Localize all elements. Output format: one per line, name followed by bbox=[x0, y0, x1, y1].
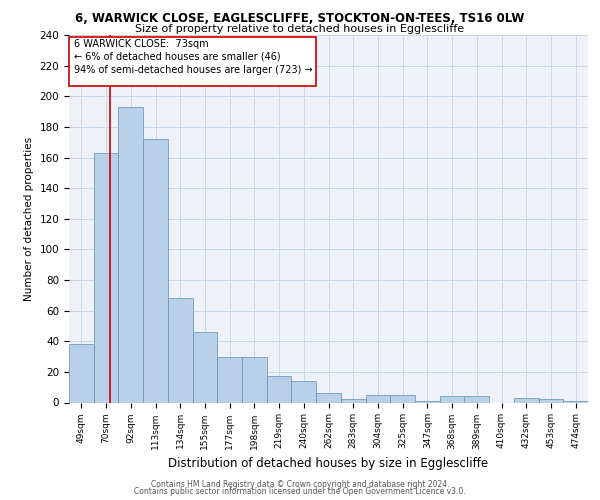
Text: 6, WARWICK CLOSE, EAGLESCLIFFE, STOCKTON-ON-TEES, TS16 0LW: 6, WARWICK CLOSE, EAGLESCLIFFE, STOCKTON… bbox=[76, 12, 524, 26]
Text: Size of property relative to detached houses in Egglescliffe: Size of property relative to detached ho… bbox=[136, 24, 464, 34]
Bar bbox=[69, 344, 94, 403]
Bar bbox=[415, 401, 440, 402]
Bar bbox=[390, 395, 415, 402]
Bar bbox=[267, 376, 292, 402]
Bar bbox=[365, 395, 390, 402]
Text: ← 6% of detached houses are smaller (46): ← 6% of detached houses are smaller (46) bbox=[74, 52, 281, 62]
Bar bbox=[193, 332, 217, 402]
Bar bbox=[292, 381, 316, 402]
Text: 94% of semi-detached houses are larger (723) →: 94% of semi-detached houses are larger (… bbox=[74, 65, 313, 75]
Bar bbox=[217, 356, 242, 403]
Y-axis label: Number of detached properties: Number of detached properties bbox=[24, 136, 34, 301]
Text: 6 WARWICK CLOSE:  73sqm: 6 WARWICK CLOSE: 73sqm bbox=[74, 39, 209, 49]
Bar bbox=[341, 400, 365, 402]
Bar bbox=[440, 396, 464, 402]
Text: Contains HM Land Registry data © Crown copyright and database right 2024.: Contains HM Land Registry data © Crown c… bbox=[151, 480, 449, 489]
Bar bbox=[539, 400, 563, 402]
Bar bbox=[316, 394, 341, 402]
Bar bbox=[143, 139, 168, 402]
Bar bbox=[118, 107, 143, 403]
Text: Contains public sector information licensed under the Open Government Licence v3: Contains public sector information licen… bbox=[134, 488, 466, 496]
Bar bbox=[514, 398, 539, 402]
Bar bbox=[168, 298, 193, 403]
FancyBboxPatch shape bbox=[70, 36, 316, 86]
Bar bbox=[242, 356, 267, 403]
X-axis label: Distribution of detached houses by size in Egglescliffe: Distribution of detached houses by size … bbox=[169, 457, 488, 470]
Bar bbox=[563, 401, 588, 402]
Bar bbox=[464, 396, 489, 402]
Bar bbox=[94, 153, 118, 402]
